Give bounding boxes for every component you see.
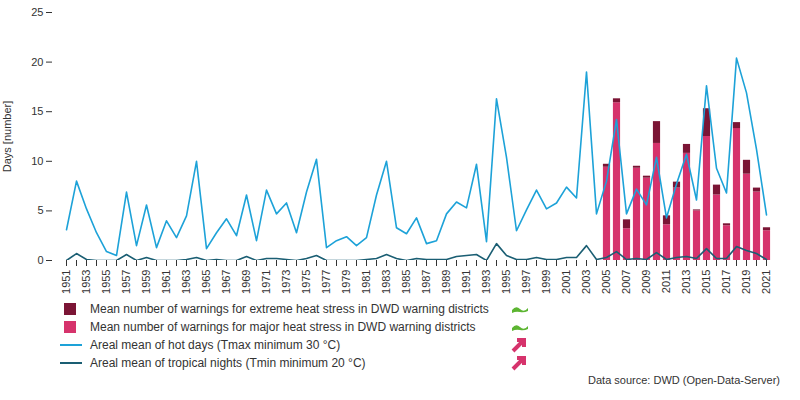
svg-text:1981: 1981: [360, 270, 372, 294]
svg-text:1955: 1955: [100, 270, 112, 294]
svg-text:1979: 1979: [340, 270, 352, 294]
svg-text:1961: 1961: [160, 270, 172, 294]
svg-text:1977: 1977: [320, 270, 332, 294]
svg-text:2013: 2013: [680, 270, 692, 294]
svg-text:1969: 1969: [240, 270, 252, 294]
svg-text:1997: 1997: [520, 270, 532, 294]
svg-text:1985: 1985: [400, 270, 412, 294]
svg-text:2001: 2001: [560, 270, 572, 294]
svg-text:5: 5: [37, 204, 43, 216]
svg-text:2015: 2015: [700, 270, 712, 294]
svg-text:15: 15: [31, 105, 43, 117]
svg-text:1975: 1975: [300, 270, 312, 294]
svg-text:1971: 1971: [260, 270, 272, 294]
html-text:Areal mean of hot days (Tmax m: Areal mean of hot days (Tmax minimum 30 …: [90, 338, 341, 352]
html-text:Areal mean of tropical nights: Areal mean of tropical nights (Tmin mini…: [90, 356, 366, 370]
svg-text:2017: 2017: [720, 270, 732, 294]
svg-text:25: 25: [31, 6, 43, 18]
svg-text:2005: 2005: [600, 270, 612, 294]
svg-text:1953: 1953: [80, 270, 92, 294]
svg-text:1951: 1951: [60, 270, 72, 294]
svg-text:1987: 1987: [420, 270, 432, 294]
svg-text:1999: 1999: [540, 270, 552, 294]
svg-text:2009: 2009: [640, 270, 652, 294]
svg-text:1957: 1957: [120, 270, 132, 294]
html-text:Mean number of warnings for ma: Mean number of warnings for major heat s…: [90, 320, 476, 334]
svg-text:1967: 1967: [220, 270, 232, 294]
svg-text:1965: 1965: [200, 270, 212, 294]
svg-text:1989: 1989: [440, 270, 452, 294]
svg-text:1959: 1959: [140, 270, 152, 294]
svg-text:2011: 2011: [660, 270, 672, 294]
html-text:Mean number of warnings for ex: Mean number of warnings for extreme heat…: [90, 302, 489, 316]
svg-text:2021: 2021: [760, 270, 772, 294]
html-text:Data source: DWD (Open-Data-Se: Data source: DWD (Open-Data-Server): [588, 374, 780, 386]
svg-text:2007: 2007: [620, 270, 632, 294]
svg-text:1991: 1991: [460, 270, 472, 294]
svg-text:1995: 1995: [500, 270, 512, 294]
svg-text:1983: 1983: [380, 270, 392, 294]
svg-text:2019: 2019: [740, 270, 752, 294]
svg-text:1993: 1993: [480, 270, 492, 294]
svg-text:20: 20: [31, 56, 43, 68]
svg-text:0: 0: [37, 254, 43, 266]
svg-text:1973: 1973: [280, 270, 292, 294]
svg-text:1963: 1963: [180, 270, 192, 294]
svg-text:2003: 2003: [580, 270, 592, 294]
svg-text:Days [number]: Days [number]: [1, 101, 13, 173]
svg-text:10: 10: [31, 155, 43, 167]
